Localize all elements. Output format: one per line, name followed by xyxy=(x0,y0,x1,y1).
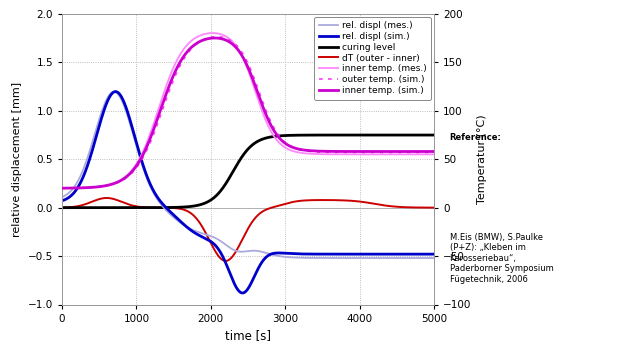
X-axis label: time [s]: time [s] xyxy=(225,329,271,342)
Y-axis label: Temperatur (°C): Temperatur (°C) xyxy=(477,114,487,204)
Text: M.Eis (BMW), S.Paulke
(P+Z): „Kleben im
Karosseriebau“,
Paderborner Symposium
Fü: M.Eis (BMW), S.Paulke (P+Z): „Kleben im … xyxy=(450,233,553,284)
Text: Reference:: Reference: xyxy=(450,133,502,142)
Y-axis label: relative displacement [mm]: relative displacement [mm] xyxy=(12,82,22,237)
Legend: rel. displ (mes.), rel. displ (sim.), curing level, dT (outer - inner), inner te: rel. displ (mes.), rel. displ (sim.), cu… xyxy=(314,17,432,99)
